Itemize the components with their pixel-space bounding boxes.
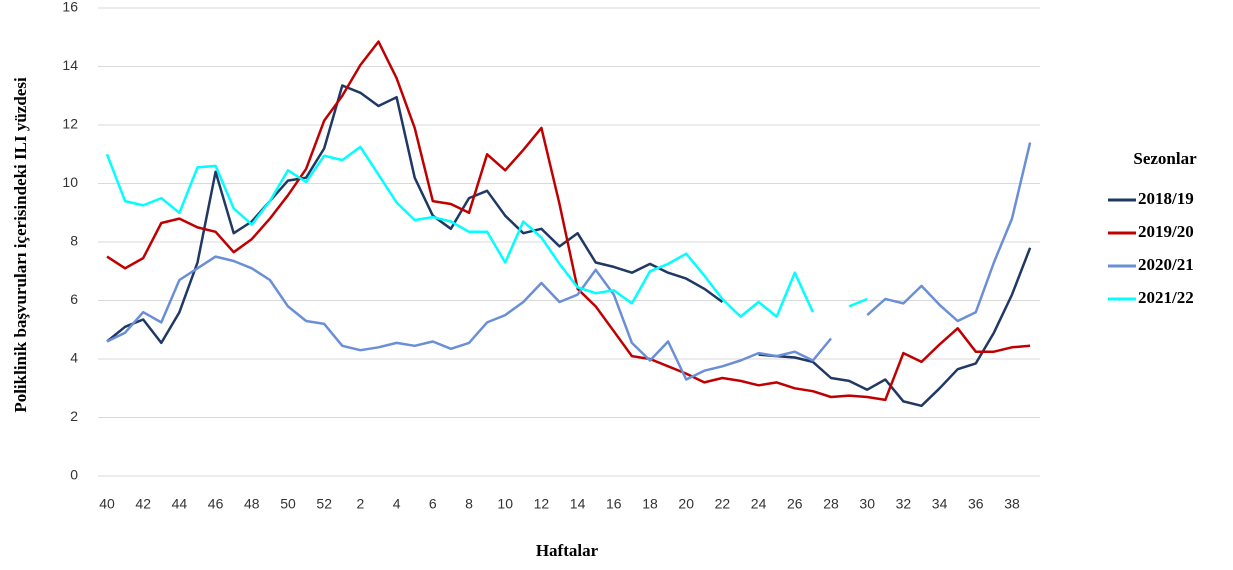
- x-tick-label: 18: [642, 496, 658, 512]
- y-tick-label: 4: [70, 350, 78, 366]
- legend-label: 2018/19: [1138, 189, 1194, 208]
- y-tick-label: 10: [62, 174, 78, 190]
- legend-label: 2020/21: [1138, 255, 1194, 274]
- y-tick-label: 2: [70, 408, 78, 424]
- x-tick-label: 14: [570, 496, 586, 512]
- x-tick-label: 10: [497, 496, 513, 512]
- x-tick-label: 40: [99, 496, 115, 512]
- y-tick-label: 8: [70, 233, 78, 249]
- x-tick-label: 46: [208, 496, 224, 512]
- x-tick-label: 28: [823, 496, 839, 512]
- x-tick-label: 12: [534, 496, 550, 512]
- legend-title: Sezonlar: [1133, 149, 1197, 168]
- series-line: [106, 84, 1032, 408]
- x-tick-label: 22: [715, 496, 731, 512]
- x-tick-label: 48: [244, 496, 260, 512]
- x-tick-label: 44: [172, 496, 188, 512]
- series-line: [106, 40, 1031, 402]
- x-tick-label: 26: [787, 496, 803, 512]
- y-tick-label: 14: [62, 57, 78, 73]
- x-tick-label: 20: [678, 496, 694, 512]
- y-tick-label: 0: [70, 467, 78, 483]
- x-tick-label: 6: [429, 496, 437, 512]
- x-tick-label: 42: [135, 496, 151, 512]
- x-tick-label: 52: [316, 496, 332, 512]
- x-tick-label: 32: [896, 496, 912, 512]
- x-tick-label: 34: [932, 496, 948, 512]
- x-tick-label: 16: [606, 496, 622, 512]
- legend-label: 2019/20: [1138, 222, 1194, 241]
- x-tick-label: 30: [859, 496, 875, 512]
- legend-label: 2021/22: [1138, 288, 1194, 307]
- y-tick-label: 12: [62, 116, 78, 132]
- y-tick-label: 16: [62, 0, 78, 15]
- x-tick-label: 4: [393, 496, 401, 512]
- y-tick-label: 6: [70, 291, 78, 307]
- series-line: [106, 142, 1032, 381]
- x-tick-label: 50: [280, 496, 296, 512]
- x-tick-label: 36: [968, 496, 984, 512]
- x-tick-label: 38: [1004, 496, 1020, 512]
- x-tick-label: 24: [751, 496, 767, 512]
- x-tick-label: 2: [357, 496, 365, 512]
- y-axis-title: Poliklinik başvuruları içerisindeki ILI …: [11, 77, 30, 413]
- x-axis-title: Haftalar: [536, 541, 599, 560]
- series-line: [105, 145, 868, 318]
- x-tick-label: 8: [465, 496, 473, 512]
